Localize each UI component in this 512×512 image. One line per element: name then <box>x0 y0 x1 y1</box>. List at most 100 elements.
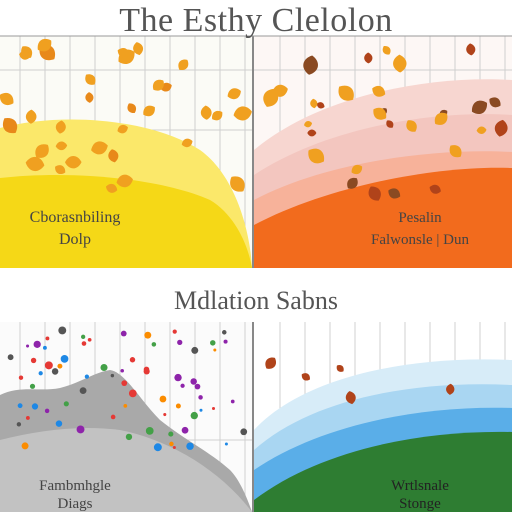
scatter-point <box>168 431 174 437</box>
scatter-point <box>84 374 90 379</box>
scatter-point <box>55 420 63 427</box>
scatter-point <box>16 422 22 427</box>
scatter-point <box>174 373 182 382</box>
gray-mountain-light <box>0 428 252 512</box>
scatter-point <box>180 383 185 388</box>
leaf-mark <box>316 102 325 109</box>
leaf-mark <box>372 85 386 97</box>
leaf-mark <box>373 107 387 120</box>
leaf-mark <box>35 144 49 158</box>
scatter-point <box>210 340 216 346</box>
leaf-mark <box>127 103 137 114</box>
leaf-mark <box>230 176 245 192</box>
leaf-mark <box>117 47 130 58</box>
scatter-point <box>76 425 85 434</box>
panel-bottom-right <box>254 322 512 512</box>
scatter-point <box>190 411 198 420</box>
leaf-mark <box>55 141 68 151</box>
leaf-mark <box>55 165 66 175</box>
section-title: Mdlation Sabns <box>174 286 338 315</box>
panel-dividers <box>0 35 512 512</box>
panel-caption-bottom-left-2: Diags <box>58 496 93 512</box>
leaf-mark <box>227 88 241 100</box>
leaf-mark <box>382 45 391 55</box>
leaf-mark <box>364 52 373 64</box>
scatter-point <box>123 404 128 408</box>
leaf-mark <box>233 106 252 121</box>
scatter-point <box>60 354 69 363</box>
scatter-point <box>172 329 177 334</box>
leaf-mark <box>310 98 318 109</box>
scatter-point <box>230 399 235 404</box>
scatter-point <box>169 441 174 447</box>
scatter-point <box>172 445 176 449</box>
scatter-point <box>222 330 227 335</box>
scatter-point <box>58 326 67 335</box>
leaf-mark <box>265 357 277 369</box>
leaf-mark <box>85 74 96 85</box>
panel-caption-top-left-2: Dolp <box>59 231 91 248</box>
leaf-mark <box>307 129 317 137</box>
leaf-mark <box>105 183 118 193</box>
leaf-mark <box>471 100 487 115</box>
leaf-mark <box>55 120 66 134</box>
green-hill <box>254 431 512 512</box>
scatter-point <box>129 357 136 363</box>
leaf-mark <box>272 84 288 97</box>
scatter-point <box>143 366 150 373</box>
leaf-mark <box>91 141 108 155</box>
scatter-point <box>21 442 29 450</box>
scatter-marks <box>0 38 508 452</box>
panel-caption-top-right-2: Falwonsle | Dun <box>371 232 469 248</box>
scatter-point <box>81 341 87 346</box>
scatter-point <box>145 426 154 435</box>
leaf-mark <box>368 186 381 201</box>
scatter-point <box>163 413 167 417</box>
scatter-point <box>7 354 14 361</box>
scatter-point <box>120 369 124 373</box>
scatter-point <box>159 395 167 403</box>
scatter-point <box>128 389 137 398</box>
scatter-point <box>125 433 133 441</box>
orange-band <box>254 167 512 268</box>
scatter-point <box>87 337 92 342</box>
leaf-mark <box>85 92 94 103</box>
leaf-mark <box>388 188 401 199</box>
scatter-point <box>194 383 201 390</box>
leaf-mark <box>429 184 441 194</box>
scatter-point <box>33 340 41 348</box>
scatter-point <box>110 373 115 378</box>
leaf-mark <box>25 109 37 124</box>
scatter-point <box>100 363 108 372</box>
leaf-mark <box>301 373 310 381</box>
leaf-mark <box>338 85 354 101</box>
scatter-point <box>44 361 53 370</box>
leaf-mark <box>0 92 14 106</box>
leaf-mark <box>466 43 476 56</box>
panel-caption-bottom-right-2: Stonge <box>399 496 441 512</box>
scatter-point <box>30 357 37 364</box>
scatter-point <box>63 401 69 407</box>
leaf-mark <box>476 126 487 134</box>
leaf-mark <box>308 148 325 164</box>
captions: Cborasnbiling Dolp Pesalin Falwonsle | D… <box>30 209 470 512</box>
scatter-point <box>51 368 59 375</box>
panel-bottom-left <box>0 322 252 512</box>
scatter-point <box>79 387 87 395</box>
leaf-mark <box>347 177 358 189</box>
scatter-point <box>199 408 203 412</box>
scatter-point <box>25 416 30 420</box>
leaf-mark <box>116 174 133 188</box>
scatter-point <box>190 378 197 385</box>
scatter-point <box>240 428 248 436</box>
scatter-point <box>81 334 86 339</box>
scatter-point <box>31 403 39 410</box>
leaf-mark <box>434 112 448 125</box>
scatter-point <box>17 403 23 409</box>
leaf-mark <box>143 105 155 117</box>
leaf-mark <box>64 155 82 169</box>
scatter-point <box>29 383 36 389</box>
scatter-point <box>45 336 50 341</box>
scatter-point <box>18 375 24 380</box>
leaf-mark <box>19 50 31 60</box>
